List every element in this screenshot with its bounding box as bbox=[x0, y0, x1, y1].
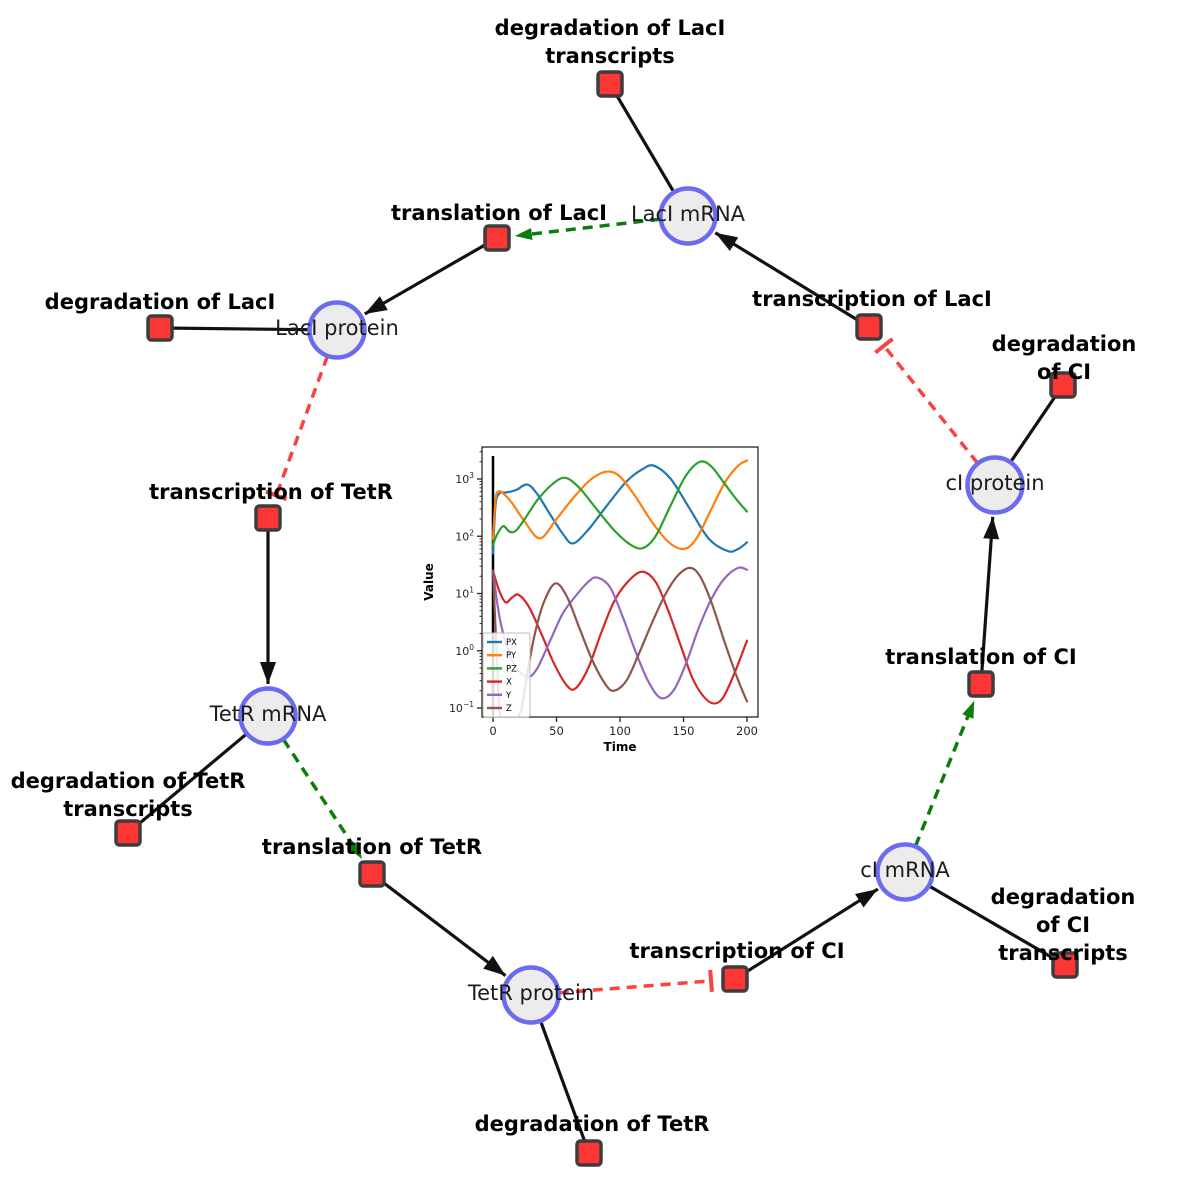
legend-label-PX: PX bbox=[506, 638, 517, 648]
reaction-node-tc_tetr[interactable] bbox=[254, 504, 282, 532]
edge-activation-laci_mrna-to-tl_laci bbox=[528, 217, 661, 237]
series-line-Z bbox=[491, 566, 749, 717]
y-axis-title: Value bbox=[422, 563, 436, 601]
simulation-timeseries-inset-chart: 10−1 100 101 102 103 0 50 100 150 200 Time Value PX P… bbox=[420, 440, 780, 770]
edge-arrow-tl_laci-to-laci_prot-arrowhead bbox=[364, 296, 388, 315]
y-tick-label: 10−1 bbox=[449, 700, 474, 715]
y-tick-label: 103 bbox=[455, 471, 474, 486]
reaction-node-deg_laci[interactable] bbox=[146, 314, 174, 342]
species-node-tetr_mrna[interactable] bbox=[238, 686, 298, 746]
legend-label-PY: PY bbox=[506, 651, 517, 661]
reaction-node-tl_ci[interactable] bbox=[967, 670, 995, 698]
edge-plain-ci_prot-to-deg_ci bbox=[1009, 394, 1058, 463]
edge-activation-tetr_mrna-to-tl_tetr bbox=[281, 738, 356, 849]
edge-inhibition-ci_prot-to-tc_laci-tee-bar bbox=[874, 337, 894, 355]
series-line-PX bbox=[491, 464, 749, 555]
edge-arrow-tl_laci-to-laci_prot bbox=[363, 243, 487, 316]
edge-arrow-tc_laci-to-laci_mrna bbox=[714, 231, 859, 322]
edge-inhibition-tetr_prot-to-tc_ci-tee-bar bbox=[708, 969, 714, 992]
legend-label-PZ: PZ bbox=[506, 664, 517, 674]
reaction-node-tl_laci[interactable] bbox=[483, 224, 511, 252]
x-tick-label: 100 bbox=[609, 724, 631, 738]
edge-plain-tetr_prot-to-deg_tetr bbox=[539, 1020, 587, 1142]
edge-arrow-tl_ci-to-ci_prot-arrowhead bbox=[983, 516, 1000, 540]
species-node-laci_prot[interactable] bbox=[307, 300, 367, 360]
series-line-X bbox=[491, 569, 749, 705]
reaction-node-deg_laci_tx[interactable] bbox=[596, 70, 624, 98]
species-node-ci_prot[interactable] bbox=[965, 455, 1025, 515]
edge-arrow-tc_ci-to-ci_mrna bbox=[745, 887, 879, 974]
y-tick-label: 102 bbox=[455, 528, 474, 543]
reaction-node-tc_laci[interactable] bbox=[855, 313, 883, 341]
x-tick-label: 50 bbox=[549, 724, 564, 738]
series-line-PY bbox=[491, 459, 749, 551]
reaction-node-deg_tetr[interactable] bbox=[575, 1139, 603, 1167]
edge-inhibition-ci_prot-to-tc_laci bbox=[882, 344, 979, 465]
edge-activation-ci_mrna-to-tl_ci-arrowhead bbox=[962, 700, 975, 719]
series-line-PZ bbox=[491, 460, 749, 550]
reaction-node-deg_tetr_tx[interactable] bbox=[114, 819, 142, 847]
legend-label-X: X bbox=[506, 678, 512, 688]
reaction-node-deg_ci[interactable] bbox=[1049, 371, 1077, 399]
edge-activation-tetr_mrna-to-tl_tetr-arrowhead bbox=[347, 841, 363, 859]
edge-arrow-tc_laci-to-laci_mrna-arrowhead bbox=[715, 232, 739, 252]
edge-plain-laci_mrna-to-deg_laci_tx bbox=[615, 94, 676, 193]
reaction-node-deg_ci_tx[interactable] bbox=[1051, 951, 1079, 979]
edge-inhibition-laci_prot-to-tc_tetr-tee-bar bbox=[265, 489, 288, 502]
legend-label-Z: Z bbox=[506, 704, 512, 714]
legend-label-Y: Y bbox=[505, 691, 512, 701]
edge-inhibition-tetr_prot-to-tc_ci bbox=[558, 979, 712, 995]
x-tick-label: 150 bbox=[673, 724, 695, 738]
edge-arrow-tc_ci-to-ci_mrna-arrowhead bbox=[855, 889, 878, 908]
reaction-node-tl_tetr[interactable] bbox=[358, 860, 386, 888]
species-node-tetr_prot[interactable] bbox=[501, 965, 561, 1025]
edge-arrow-tl_tetr-to-tetr_prot bbox=[381, 880, 507, 977]
edge-arrow-tl_tetr-to-tetr_prot-arrowhead bbox=[483, 955, 506, 976]
x-axis-title: Time bbox=[604, 740, 637, 754]
edge-inhibition-laci_prot-to-tc_tetr bbox=[274, 355, 329, 497]
x-tick-label: 0 bbox=[489, 724, 496, 738]
y-tick-label: 101 bbox=[455, 586, 474, 601]
edge-plain-laci_prot-to-deg_laci bbox=[172, 326, 310, 332]
series-line-Y bbox=[491, 566, 749, 700]
species-node-laci_mrna[interactable] bbox=[658, 186, 718, 246]
x-tick-label: 200 bbox=[736, 724, 758, 738]
edge-activation-ci_mrna-to-tl_ci bbox=[913, 713, 971, 847]
edge-arrow-tc_tetr-to-tetr_mrna-arrowhead bbox=[260, 662, 276, 684]
edge-arrow-tl_ci-to-ci_prot bbox=[980, 516, 995, 672]
timeseries-plot: 10−1 100 101 102 103 0 50 100 150 200 Time Value PX P… bbox=[422, 446, 759, 754]
y-tick-label: 100 bbox=[455, 643, 474, 658]
edge-plain-tetr_mrna-to-deg_tetr_tx bbox=[136, 732, 248, 826]
edge-plain-ci_mrna-to-deg_ci_tx bbox=[928, 884, 1055, 960]
reaction-node-tc_ci[interactable] bbox=[721, 965, 749, 993]
edge-activation-laci_mrna-to-tl_laci-arrowhead bbox=[514, 228, 533, 240]
species-node-ci_mrna[interactable] bbox=[875, 842, 935, 902]
